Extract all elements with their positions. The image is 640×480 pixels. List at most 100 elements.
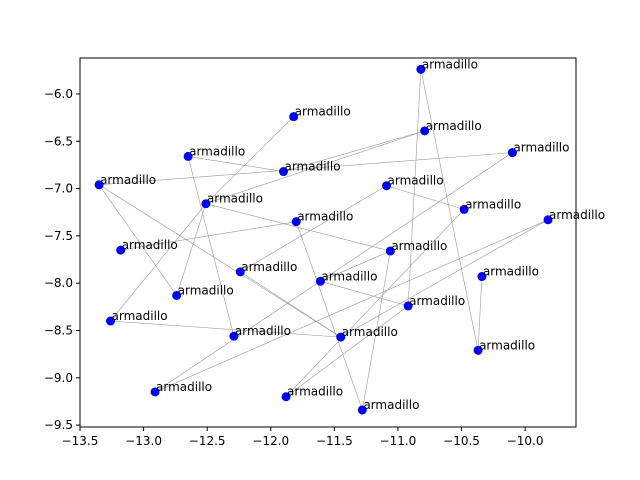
point-label: armadillo <box>342 325 398 339</box>
point-label: armadillo <box>479 338 535 352</box>
data-point <box>382 181 392 191</box>
edge-line <box>386 185 465 210</box>
point-label: armadillo <box>426 119 482 133</box>
x-tick-label: −11.0 <box>380 434 417 448</box>
point-label: armadillo <box>207 192 263 206</box>
point-label: armadillo <box>363 398 419 412</box>
edge-line <box>187 156 235 337</box>
points-layer <box>94 64 553 415</box>
point-label: armadillo <box>156 380 212 394</box>
edge-line <box>362 250 391 411</box>
edge-line <box>240 271 341 338</box>
y-tick-label: −6.0 <box>44 87 73 101</box>
data-point <box>172 290 182 300</box>
edge-line <box>285 209 465 397</box>
point-label: armadillo <box>465 197 521 211</box>
x-tick-label: −13.5 <box>62 434 99 448</box>
data-point <box>420 126 430 136</box>
data-point <box>357 405 367 415</box>
y-tick-label: −7.5 <box>44 229 73 243</box>
data-point <box>403 301 413 311</box>
point-label: armadillo <box>189 144 245 158</box>
edge-line <box>320 281 409 307</box>
point-label: armadillo <box>178 283 234 297</box>
data-point <box>106 316 116 326</box>
data-point <box>150 387 160 397</box>
point-label: armadillo <box>409 294 465 308</box>
x-tick-label: −10.0 <box>507 434 544 448</box>
point-label: armadillo <box>388 174 444 188</box>
plot-frame <box>79 57 577 428</box>
edge-line <box>110 203 207 322</box>
point-label: armadillo <box>549 208 605 222</box>
edge-line <box>320 250 391 282</box>
point-label: armadillo <box>391 239 447 253</box>
edge-line <box>120 221 297 251</box>
y-axis: −6.0 −6.5 −7.0 −7.5 −8.0 −8.5 −9.0 −9.5 <box>44 87 80 432</box>
data-point <box>235 267 245 277</box>
data-point <box>94 180 104 190</box>
y-tick-label: −7.0 <box>44 182 73 196</box>
data-point <box>116 245 126 255</box>
edge-line <box>154 219 549 393</box>
point-label: armadillo <box>513 141 569 155</box>
edge-line <box>285 305 409 397</box>
edge-line <box>420 69 479 351</box>
data-point <box>459 204 469 214</box>
point-label: armadillo <box>122 238 178 252</box>
point-label: armadillo <box>287 385 343 399</box>
edge-line <box>176 203 207 296</box>
x-tick-label: −10.5 <box>443 434 480 448</box>
data-point <box>291 217 301 227</box>
point-label: armadillo <box>112 309 168 323</box>
point-label: armadillo <box>321 269 377 283</box>
data-point <box>543 215 553 225</box>
data-point <box>477 272 487 282</box>
data-point <box>507 148 517 158</box>
x-tick-label: −12.5 <box>189 434 226 448</box>
edge-line <box>188 156 284 172</box>
edge-line <box>98 184 177 296</box>
data-point <box>473 345 483 355</box>
y-tick-label: −6.5 <box>44 134 73 148</box>
x-axis: −13.5 −13.0 −12.5 −12.0 −11.5 −11.0 −10.5 −10.0 <box>62 427 544 448</box>
point-label: armadillo <box>295 105 351 119</box>
data-point <box>229 331 239 341</box>
y-tick-label: −8.5 <box>44 323 73 337</box>
edge-line <box>98 184 341 338</box>
data-point <box>416 64 426 74</box>
edge-line <box>477 276 483 351</box>
point-label: armadillo <box>241 260 297 274</box>
edge-line <box>283 130 425 172</box>
point-label: armadillo <box>483 265 539 279</box>
y-tick-label: −9.5 <box>44 418 73 432</box>
data-point <box>336 332 346 342</box>
x-tick-label: −12.0 <box>252 434 289 448</box>
data-point <box>281 392 291 402</box>
edge-line <box>205 203 391 252</box>
edge-line <box>240 185 387 273</box>
edge-line <box>154 152 513 393</box>
data-point <box>289 112 299 122</box>
x-tick-label: −11.5 <box>316 434 353 448</box>
data-point <box>385 246 395 256</box>
edge-line <box>110 320 341 338</box>
data-point <box>201 199 211 209</box>
y-tick-label: −8.0 <box>44 276 73 290</box>
point-label: armadillo <box>297 210 353 224</box>
edge-line <box>205 130 425 204</box>
point-label: armadillo <box>284 160 340 174</box>
edge-line <box>340 219 549 338</box>
data-point <box>315 276 325 286</box>
edges-layer <box>98 69 549 411</box>
x-tick-label: −13.0 <box>125 434 162 448</box>
y-tick-label: −9.0 <box>44 371 73 385</box>
point-label: armadillo <box>422 57 478 71</box>
data-point <box>278 167 288 177</box>
data-point <box>183 151 193 161</box>
point-label: armadillo <box>100 173 156 187</box>
point-label: armadillo <box>235 324 291 338</box>
edge-line <box>205 116 294 204</box>
edge-line <box>295 221 363 411</box>
